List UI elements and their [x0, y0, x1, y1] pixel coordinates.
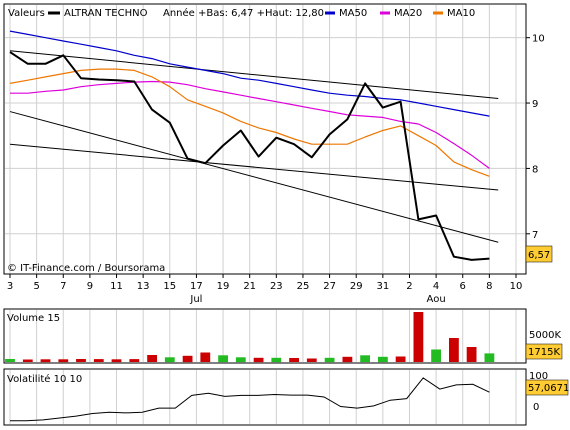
x-tick-label: 6	[460, 281, 466, 292]
volume-bar	[342, 356, 353, 363]
legend-price-label: ALTRAN TECHNO	[64, 8, 148, 19]
trendlines	[9, 50, 499, 243]
volume-bar	[235, 357, 246, 363]
legend-ma20-label: MA20	[394, 8, 422, 19]
volume-bar	[218, 355, 228, 363]
y-tick-label: 10	[532, 34, 545, 45]
volume-bar	[395, 356, 406, 362]
series-line-ma10	[9, 68, 490, 177]
price-series	[9, 30, 490, 261]
watermark: © IT-Finance.com / Boursorama	[7, 263, 165, 274]
x-tick-label: 5	[33, 281, 39, 292]
volume-bar	[111, 359, 122, 363]
annual-range-info: Année +Bas: 6,47 +Haut: 12,80	[163, 7, 324, 19]
last-volatility-badge	[525, 379, 569, 396]
x-tick-label: 3	[7, 281, 13, 292]
volume-bar	[5, 359, 15, 362]
x-tick-label: 7	[60, 281, 66, 292]
volume-bar	[449, 338, 459, 362]
volume-panel: Volume 15 5000K 1715K	[3, 308, 563, 364]
volume-bar	[360, 355, 370, 363]
x-tick-label: 17	[190, 281, 203, 292]
last-price-badge	[525, 245, 553, 263]
x-tick-label: 23	[270, 281, 283, 292]
volume-bar	[431, 349, 441, 362]
x-tick-label: 31	[376, 281, 389, 292]
x-tick-label: 2	[406, 281, 412, 292]
volume-bar	[271, 357, 282, 363]
volume-bar	[289, 358, 299, 362]
price-y-axis: 10 9 8 7	[526, 34, 545, 241]
legend-ma10-label: MA10	[447, 8, 475, 19]
volume-bar	[306, 358, 317, 362]
volume-bar	[22, 359, 33, 362]
volume-bar	[253, 357, 264, 363]
y-tick-label: 8	[532, 164, 538, 175]
volume-bar	[484, 353, 495, 362]
volume-bar	[413, 312, 424, 362]
x-tick-label: 11	[110, 281, 123, 292]
volume-bar	[40, 359, 51, 363]
series-line-ma50	[9, 30, 490, 117]
volatility-label: Volatilité 10 10	[7, 373, 82, 385]
volume-bar	[378, 356, 388, 363]
valeurs-label: Valeurs	[8, 8, 45, 19]
x-tick-label: 9	[87, 281, 93, 292]
volatility-vertical-grid	[9, 370, 517, 424]
last-volume-value: 1715K	[528, 347, 560, 358]
trendline	[9, 143, 499, 191]
volume-bars	[5, 312, 495, 363]
x-month-label: Aou	[427, 294, 446, 305]
series-line-ma20	[10, 80, 490, 169]
volume-y-tick: 5000K	[529, 330, 561, 341]
x-tick-label: 29	[350, 281, 363, 292]
price-horizontal-grid	[5, 37, 525, 235]
last-volume-badge	[525, 343, 563, 360]
x-tick-label: 8	[486, 281, 492, 292]
x-tick-label: 21	[243, 281, 256, 292]
volume-bar	[324, 357, 335, 363]
price-panel: Valeurs ALTRAN TECHNO Année +Bas: 6,47 +…	[3, 3, 553, 275]
y-tick-label: 7	[532, 230, 538, 241]
x-tick-label: 25	[297, 281, 310, 292]
volume-bar	[466, 347, 477, 362]
last-price-value: 6,57	[528, 250, 550, 261]
volatility-series-line	[10, 377, 490, 422]
volume-bar	[200, 352, 211, 362]
price-vertical-grid	[9, 5, 517, 273]
volume-bar	[76, 359, 86, 362]
volume-bar	[93, 359, 104, 362]
x-axis: 3 5 7 9 11 13 15 17 19 21 23 25 27 29 31 2 4 6 8 10 Jul Aou	[7, 274, 523, 305]
volume-bar	[147, 355, 157, 362]
last-volatility-value: 57,0671	[528, 383, 569, 394]
series-line-altran-techno	[9, 51, 490, 261]
volatility-panel: Volatilité 10 10 100 0 57,0671	[3, 368, 569, 426]
y-tick-label: 9	[532, 99, 538, 110]
legend-ma50-label: MA50	[339, 8, 367, 19]
volume-bar	[182, 355, 193, 363]
x-tick-label: 27	[323, 281, 336, 292]
trendline	[9, 50, 499, 99]
x-tick-label: 13	[137, 281, 150, 292]
trendline	[9, 111, 499, 243]
volatility-line	[10, 377, 490, 422]
volatility-y-tick-0: 0	[533, 402, 539, 413]
volatility-y-tick-100: 100	[529, 371, 548, 382]
volume-bar	[129, 359, 140, 362]
volume-bar	[58, 359, 69, 363]
x-tick-label: 4	[433, 281, 439, 292]
x-month-label: Jul	[189, 294, 202, 305]
x-tick-label: 15	[163, 281, 176, 292]
volume-bar	[164, 357, 175, 363]
x-tick-label: 19	[217, 281, 230, 292]
x-tick-label: 10	[510, 281, 523, 292]
volume-label: Volume 15	[7, 313, 60, 324]
